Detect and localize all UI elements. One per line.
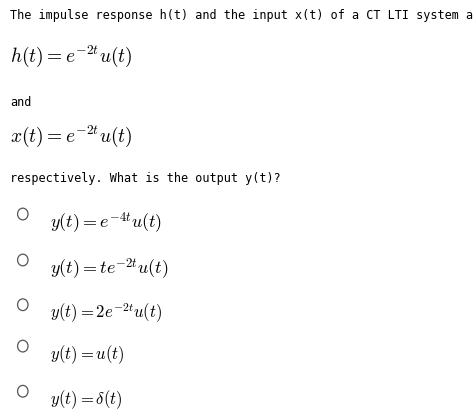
Text: $y(t)=u(t)$: $y(t)=u(t)$ [50, 344, 124, 366]
Text: respectively. What is the output y(t)?: respectively. What is the output y(t)? [10, 172, 281, 185]
Text: $y(t)=2e^{-2t}u(t)$: $y(t)=2e^{-2t}u(t)$ [50, 302, 162, 325]
Text: $y(t)=\delta(t)$: $y(t)=\delta(t)$ [50, 388, 123, 410]
Text: $h(t)=e^{-2t}u(t)$: $h(t)=e^{-2t}u(t)$ [10, 44, 133, 69]
Text: The impulse response h(t) and the input x(t) of a CT LTI system are given as: The impulse response h(t) and the input … [10, 9, 475, 22]
Text: $x(t)=e^{-2t}u(t)$: $x(t)=e^{-2t}u(t)$ [10, 123, 133, 149]
Text: $y(t)=e^{-4t}u(t)$: $y(t)=e^{-4t}u(t)$ [50, 211, 162, 236]
Text: and: and [10, 96, 32, 109]
Text: $y(t)=te^{-2t}u(t)$: $y(t)=te^{-2t}u(t)$ [50, 257, 169, 282]
